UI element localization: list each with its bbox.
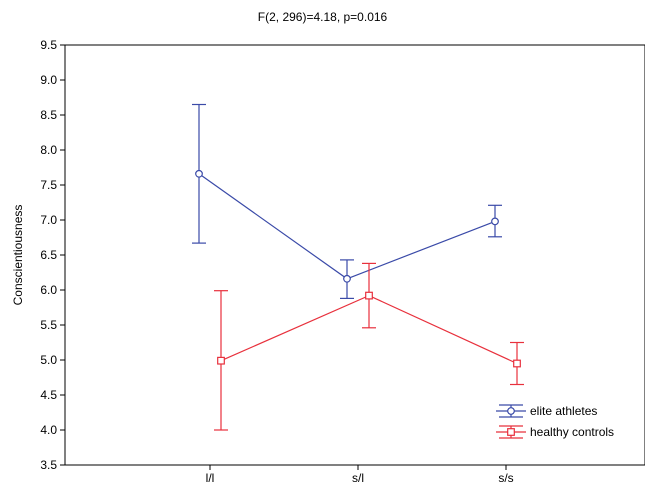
y-tick-label: 7.5: [40, 178, 57, 192]
y-tick-label: 6.0: [40, 283, 57, 297]
data-point: [343, 274, 351, 283]
y-tick-label: 4.0: [40, 423, 57, 437]
data-point: [491, 217, 499, 226]
plot-frame: [64, 44, 645, 466]
y-axis: 3.5 4.0 4.5 5.0 5.5 6.0 6.5 7.0 7.5 8.0 8.5 9.0 9.5: [40, 38, 65, 472]
data-point: [365, 291, 373, 300]
y-tick-label: 9.5: [40, 38, 57, 52]
data-point: [217, 356, 225, 365]
y-tick-label: 8.5: [40, 108, 57, 122]
x-axis: l/l s/l s/s: [206, 465, 514, 483]
legend-label: elite athletes: [530, 404, 597, 418]
chart-title: F(2, 296)=4.18, p=0.016: [257, 10, 388, 24]
legend-marker: [507, 407, 515, 415]
legend-marker: [507, 428, 515, 436]
series-layer: [192, 103, 524, 431]
y-tick-label: 5.5: [40, 318, 57, 332]
y-tick-label: 3.5: [40, 458, 57, 472]
series-1: [214, 262, 524, 431]
data-point: [513, 359, 521, 368]
x-tick-label: l/l: [206, 471, 215, 483]
y-axis-label: Conscientiousness: [11, 205, 25, 306]
legend: elite athletes healthy controls: [496, 404, 614, 439]
x-tick-label: s/l: [352, 471, 364, 483]
y-tick-label: 6.5: [40, 248, 57, 262]
y-tick-label: 7.0: [40, 213, 57, 227]
data-point: [195, 169, 203, 178]
y-tick-label: 8.0: [40, 143, 57, 157]
y-tick-label: 5.0: [40, 353, 57, 367]
y-tick-label: 9.0: [40, 73, 57, 87]
legend-label: healthy controls: [530, 425, 614, 439]
legend-item-0: elite athletes: [496, 404, 597, 418]
y-tick-label: 4.5: [40, 388, 57, 402]
x-tick-label: s/s: [498, 471, 513, 483]
series-0: [192, 103, 502, 299]
legend-item-1: healthy controls: [496, 425, 614, 439]
